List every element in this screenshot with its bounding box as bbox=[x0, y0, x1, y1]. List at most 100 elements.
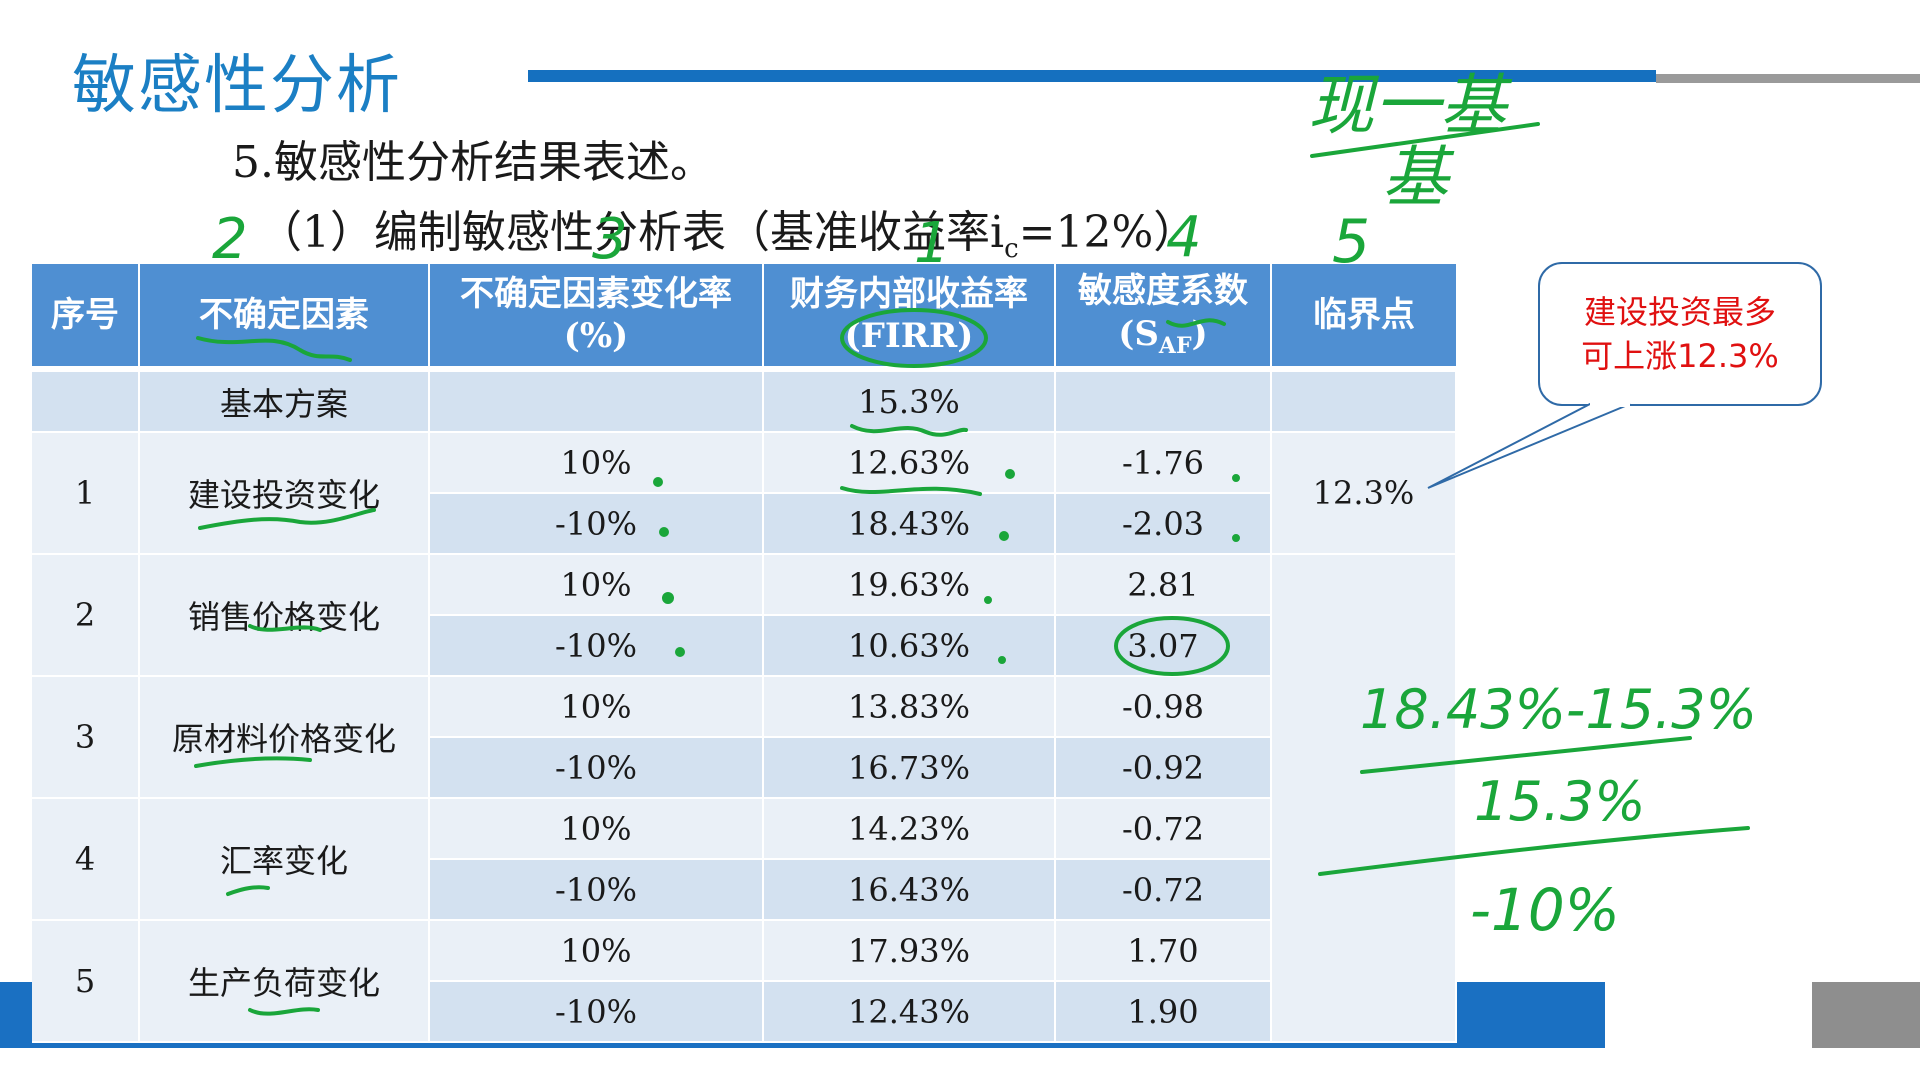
row-firr-cell: 12.63% bbox=[763, 432, 1056, 494]
base-label-cell: 基本方案 bbox=[139, 369, 430, 433]
callout-line2: 可上涨12.3% bbox=[1581, 337, 1779, 375]
dot-mark bbox=[1005, 469, 1015, 479]
header-change-rate: 不确定因素变化率 (%) bbox=[429, 264, 764, 372]
header-sensitivity: 敏感度系数 (SAF) bbox=[1055, 264, 1272, 372]
row-firr-cell: 12.43% bbox=[763, 981, 1056, 1043]
underline-price-factor bbox=[248, 624, 322, 632]
handwritten-fraction-line-1 bbox=[1360, 736, 1692, 774]
row-firr-cell: 14.23% bbox=[763, 798, 1056, 860]
row-index-cell: 1 bbox=[32, 432, 140, 555]
row-change-cell: 10% bbox=[429, 432, 764, 494]
header-firr: 财务内部收益率 (FIRR) bbox=[763, 264, 1056, 372]
row-saf-cell: 1.70 bbox=[1055, 920, 1272, 982]
header-sensitivity-line2: (SAF) bbox=[1060, 313, 1266, 360]
row-index-cell: 5 bbox=[32, 920, 140, 1043]
handwritten-mark-5: 5 bbox=[1332, 207, 1370, 277]
row-firr-cell: 13.83% bbox=[763, 676, 1056, 738]
underline-factor-header bbox=[196, 336, 352, 362]
base-critical-cell bbox=[1271, 369, 1457, 433]
row-change-cell: -10% bbox=[429, 737, 764, 799]
dot-mark bbox=[675, 647, 685, 657]
row-critical-cell-empty bbox=[1271, 554, 1457, 1043]
circle-firr bbox=[840, 308, 988, 368]
callout-bubble: 建设投资最多 可上涨12.3% bbox=[1538, 262, 1822, 406]
underline-load-factor bbox=[248, 1007, 320, 1016]
handwritten-mark-2: 2 bbox=[212, 207, 248, 272]
table-row: 2 销售价格变化 10% 19.63% 2.81 bbox=[32, 554, 1457, 1043]
base-saf-cell bbox=[1055, 369, 1272, 433]
table-row: -10% 10.63% 3.07 bbox=[32, 615, 1456, 677]
slide-title: 敏感性分析 bbox=[72, 49, 402, 123]
row-change-cell: -10% bbox=[429, 615, 764, 677]
footer-band-gray bbox=[1812, 982, 1920, 1048]
base-case-row: 基本方案 15.3% bbox=[32, 369, 1457, 433]
row-factor-cell: 原材料价格变化 bbox=[139, 676, 430, 799]
underline-investment-factor bbox=[198, 508, 376, 530]
dot-mark bbox=[999, 531, 1009, 541]
section-subtitle: 5.敏感性分析结果表述。 bbox=[232, 137, 714, 188]
row-saf-cell: 2.81 bbox=[1055, 554, 1272, 616]
header-factor: 不确定因素 bbox=[139, 264, 430, 372]
header-sensitivity-subscript: AF bbox=[1158, 332, 1192, 359]
callout-line1: 建设投资最多 bbox=[1583, 293, 1776, 331]
row-firr-cell: 16.73% bbox=[763, 737, 1056, 799]
table-row: 5 生产负荷变化 10% 17.93% 1.70 bbox=[32, 920, 1456, 1043]
table-caption: （1）编制敏感性分析表（基准收益率ic=12%） bbox=[258, 196, 1197, 264]
row-change-cell: -10% bbox=[429, 981, 764, 1043]
table-caption-subscript: c bbox=[1004, 233, 1019, 264]
row-saf-cell: -0.98 bbox=[1055, 676, 1272, 738]
table-caption-prefix: （1）编制敏感性分析表（基准收益率i bbox=[258, 207, 1005, 258]
underline-sensitivity-header bbox=[1166, 318, 1226, 328]
table-caption-suffix: =12%） bbox=[1018, 207, 1198, 258]
table-row: 3 原材料价格变化 10% 13.83% -0.98 bbox=[32, 676, 1456, 799]
base-change-cell bbox=[429, 369, 764, 433]
handwritten-mark-4: 4 bbox=[1166, 205, 1202, 270]
row-firr-cell: 17.93% bbox=[763, 920, 1056, 982]
dot-mark bbox=[984, 596, 992, 604]
dot-mark bbox=[1232, 474, 1240, 482]
row-saf-cell: -0.72 bbox=[1055, 859, 1272, 921]
row-firr-cell: 10.63% bbox=[763, 615, 1056, 677]
dot-mark bbox=[659, 527, 669, 537]
handwritten-fraction-line-top bbox=[1310, 122, 1540, 158]
row-change-cell: 10% bbox=[429, 798, 764, 860]
row-firr-cell: 18.43% bbox=[763, 493, 1056, 555]
handwritten-formula-top-denominator: 基 bbox=[1382, 139, 1455, 216]
header-firr-line1: 财务内部收益率 bbox=[790, 273, 1028, 314]
table-row: 4 汇率变化 10% 14.23% -0.72 bbox=[32, 798, 1456, 921]
header-change-rate-line2: (%) bbox=[563, 316, 629, 356]
row-factor-cell: 生产负荷变化 bbox=[139, 920, 430, 1043]
row-saf-cell: 3.07 bbox=[1055, 615, 1272, 677]
row-critical-cell: 12.3% bbox=[1271, 432, 1457, 555]
row-index-cell: 2 bbox=[32, 554, 140, 677]
row-factor-cell: 销售价格变化 bbox=[139, 554, 430, 677]
header-change-rate-line1: 不确定因素变化率 bbox=[460, 273, 732, 314]
title-divider-blue bbox=[528, 70, 1656, 82]
dot-mark bbox=[653, 477, 663, 487]
table-row: -10% 16.73% -0.92 bbox=[32, 737, 1456, 799]
dot-mark bbox=[1232, 534, 1240, 542]
table-row: -10% 12.43% 1.90 bbox=[32, 981, 1456, 1043]
table-row: -10% 18.43% -2.03 bbox=[32, 493, 1456, 555]
row-firr-cell: 19.63% bbox=[763, 554, 1056, 616]
handwritten-mark-1: 1 bbox=[914, 211, 950, 276]
row-saf-cell: -0.72 bbox=[1055, 798, 1272, 860]
row-saf-cell: -1.76 bbox=[1055, 432, 1272, 494]
handwritten-formula-numerator: 18.43%-15.3% bbox=[1360, 678, 1757, 741]
title-divider-gray bbox=[1656, 74, 1920, 83]
row-change-cell: 10% bbox=[429, 920, 764, 982]
dot-mark bbox=[998, 656, 1006, 664]
sensitivity-table: 序号 不确定因素 不确定因素变化率 (%) 财务内部收益率 (FIRR) 敏感度… bbox=[32, 264, 1457, 1043]
table-row: 1 建设投资变化 10% 12.63% -1.76 12.3% bbox=[32, 432, 1457, 555]
dot-mark bbox=[662, 592, 674, 604]
underline-exchange-factor bbox=[226, 885, 270, 896]
table-row: -10% 16.43% -0.72 bbox=[32, 859, 1456, 921]
header-sensitivity-line1: 敏感度系数 bbox=[1078, 271, 1248, 312]
row-change-cell: 10% bbox=[429, 676, 764, 738]
circle-3-07 bbox=[1114, 616, 1230, 676]
row-factor-cell: 建设投资变化 bbox=[139, 432, 430, 555]
header-sensitivity-open: (S bbox=[1118, 313, 1159, 354]
underline-material-factor bbox=[194, 756, 312, 768]
row-change-cell: 10% bbox=[429, 554, 764, 616]
